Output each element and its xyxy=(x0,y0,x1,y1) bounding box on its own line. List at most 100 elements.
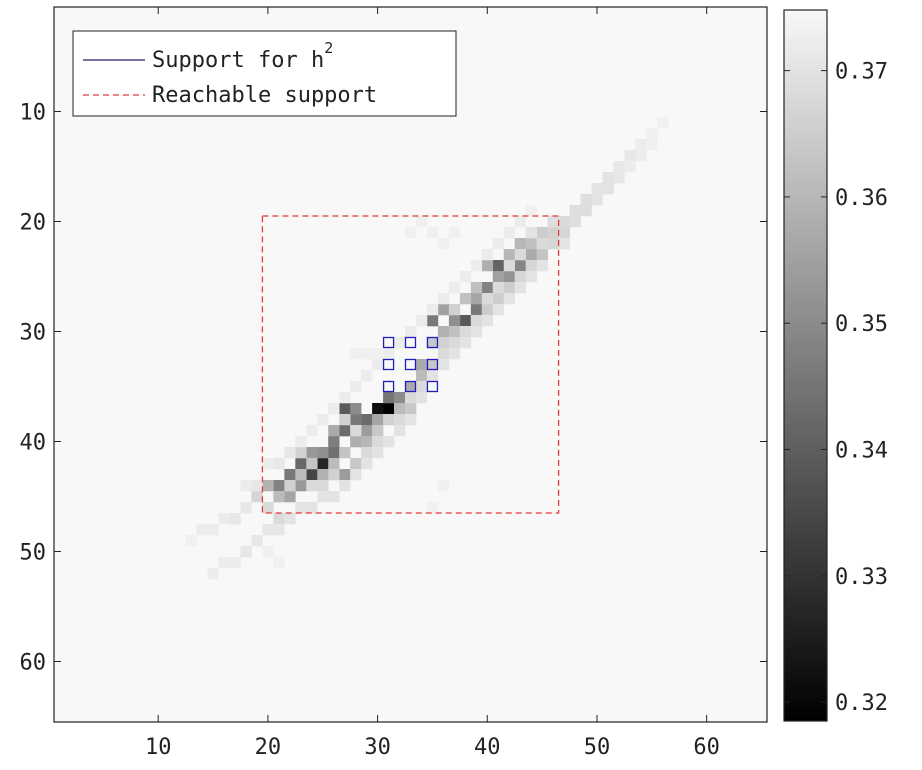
heatmap-cell xyxy=(525,249,537,261)
heatmap-cell xyxy=(273,480,285,492)
y-tick-label: 60 xyxy=(20,651,47,676)
heatmap-cell xyxy=(207,524,219,536)
heatmap-cell xyxy=(295,469,307,481)
heatmap-cell xyxy=(339,425,351,437)
colorbar-tick-label: 0.32 xyxy=(835,691,888,716)
heatmap-cell xyxy=(415,392,428,404)
heatmap-cell xyxy=(426,304,439,316)
heatmap-cell xyxy=(361,370,373,382)
heatmap-cell xyxy=(459,315,472,327)
heatmap-cell xyxy=(613,172,625,184)
heatmap-cell xyxy=(613,161,625,173)
heatmap-cell xyxy=(426,370,439,382)
heatmap-cell xyxy=(459,271,472,283)
heatmap-cell xyxy=(383,348,395,360)
heatmap-cell xyxy=(339,392,351,404)
heatmap-cell xyxy=(317,491,329,503)
heatmap-cell xyxy=(273,491,285,503)
heatmap-cell xyxy=(306,480,318,492)
x-tick-label: 50 xyxy=(584,735,611,760)
heatmap-cell xyxy=(481,315,494,327)
heatmap-cell xyxy=(415,370,428,382)
colorbar: 0.32 0.33 0.34 0.35 0.36 0.37 xyxy=(783,9,888,722)
heatmap-cell xyxy=(350,458,362,470)
y-tick-label: 20 xyxy=(20,211,47,236)
heatmap-cell xyxy=(591,183,603,195)
heatmap-cell xyxy=(470,326,483,338)
heatmap-cell xyxy=(536,227,548,239)
colorbar-tick-label: 0.35 xyxy=(835,312,888,337)
heatmap-cell xyxy=(306,458,318,470)
heatmap-cell xyxy=(602,172,614,184)
heatmap-cell xyxy=(448,304,461,316)
heatmap-background xyxy=(54,7,767,722)
heatmap-cell xyxy=(448,227,461,239)
heatmap-cell xyxy=(350,425,362,437)
heatmap-cell xyxy=(317,458,329,470)
heatmap-cell xyxy=(339,480,351,492)
support-marker xyxy=(404,380,417,393)
heatmap-cell xyxy=(503,293,516,305)
heatmap-cell xyxy=(646,128,658,140)
heatmap-cell xyxy=(514,260,526,272)
heatmap-cell xyxy=(437,304,450,316)
y-tick-label: 30 xyxy=(20,321,47,346)
heatmap-cell xyxy=(470,304,483,316)
support-marker xyxy=(382,358,395,371)
heatmap-cell xyxy=(481,282,494,294)
x-tick-label: 20 xyxy=(255,735,282,760)
heatmap-cell xyxy=(448,282,461,294)
colorbar-tick-label: 0.33 xyxy=(835,565,888,590)
heatmap-cell xyxy=(273,524,285,536)
heatmap-cell xyxy=(558,216,570,228)
heatmap-cell xyxy=(383,436,395,448)
y-axis: 10 20 30 40 50 60 xyxy=(20,101,767,676)
heatmap-cell xyxy=(514,238,526,250)
heatmap-cell xyxy=(328,403,340,415)
x-axis: 10 20 30 40 50 60 xyxy=(145,7,720,760)
heatmap-cell xyxy=(372,447,384,459)
heatmap-cell xyxy=(459,326,472,338)
heatmap-cell xyxy=(492,282,505,294)
heatmap-cell xyxy=(295,458,307,470)
heatmap-cell xyxy=(525,271,537,283)
heatmap-cell xyxy=(372,348,384,360)
heatmap-cell xyxy=(295,480,307,492)
heatmap-cell xyxy=(492,238,505,250)
heatmap-cell xyxy=(350,414,362,426)
heatmap-cell xyxy=(383,392,395,404)
heatmap-cell xyxy=(492,271,505,283)
heatmap-cell xyxy=(262,458,274,470)
heatmap-cell xyxy=(328,436,340,448)
heatmap-cell xyxy=(240,480,252,492)
heatmap-cell xyxy=(273,557,285,569)
heatmap-cell xyxy=(448,315,461,327)
x-tick-label: 30 xyxy=(364,735,391,760)
heatmap-cell xyxy=(558,227,570,239)
reachable-support-box xyxy=(261,215,560,514)
heatmap-cell xyxy=(437,480,450,492)
heatmap-cell xyxy=(361,458,373,470)
y-tick-label: 40 xyxy=(20,431,47,456)
heatmap-cell xyxy=(284,491,296,503)
heatmap-cell xyxy=(492,293,505,305)
heatmap-cell xyxy=(580,194,592,206)
legend-superscript: 2 xyxy=(324,39,333,57)
heatmap-cell xyxy=(328,425,340,437)
y-tick-label: 10 xyxy=(20,101,47,126)
heatmap-cell xyxy=(437,293,450,305)
heatmap-cell xyxy=(251,535,263,547)
heatmap-cell xyxy=(372,425,384,437)
legend-label: Reachable support xyxy=(152,83,377,108)
support-marker xyxy=(382,380,395,393)
heatmap-cell xyxy=(350,348,362,360)
heatmap-cell xyxy=(262,524,274,536)
heatmap-cell xyxy=(415,315,428,327)
heatmap-cell xyxy=(317,447,329,459)
heatmap-cell xyxy=(273,458,285,470)
heatmap-cell xyxy=(306,502,318,514)
heatmap-cell xyxy=(405,392,417,404)
heatmap-cell xyxy=(448,326,461,338)
heatmap-cell xyxy=(350,469,362,481)
